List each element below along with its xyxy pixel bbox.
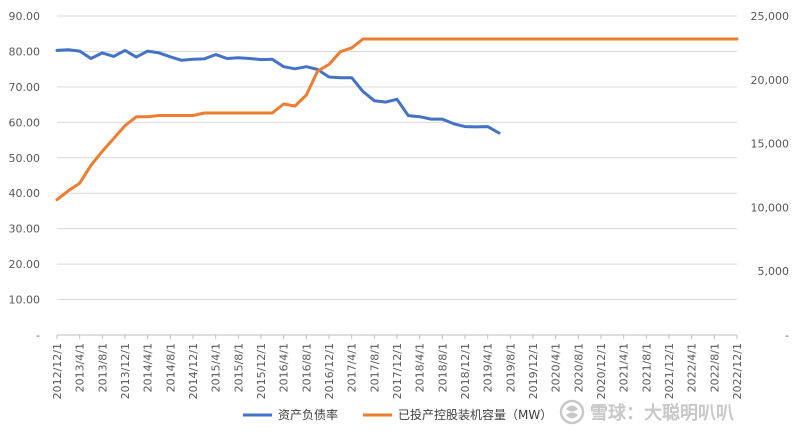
x-tick-label: 2016/8/1: [300, 343, 313, 392]
x-tick-label: 2016/4/1: [278, 343, 291, 392]
series-line-debt-ratio: [55, 48, 501, 135]
right-tick-label: 25,000: [751, 10, 790, 23]
right-tick-label: 10,000: [751, 201, 790, 214]
x-tick-label: 2022/4/1: [686, 343, 699, 392]
x-tick-label: 2022/8/1: [708, 343, 721, 392]
left-tick-label: -: [36, 329, 40, 342]
x-tick-label: 2018/12/1: [459, 343, 472, 399]
x-tick-label: 2014/4/1: [142, 343, 155, 392]
left-tick-label: 50.00: [9, 152, 41, 165]
right-tick-label: 20,000: [751, 74, 790, 87]
left-tick-label: 70.00: [9, 81, 41, 94]
x-tick-label: 2015/4/1: [210, 343, 223, 392]
x-tick-label: 2013/8/1: [96, 343, 109, 392]
left-tick-label: 80.00: [9, 45, 41, 58]
x-tick-label: 2019/8/1: [504, 343, 517, 392]
watermark-text: 雪球：大聪明叭叭: [590, 402, 734, 424]
x-tick-label: 2018/4/1: [414, 343, 427, 392]
snowball-logo-icon: [559, 399, 585, 425]
x-tick-label: 2021/8/1: [640, 343, 653, 392]
x-tick-label: 2014/8/1: [164, 343, 177, 392]
x-tick-label: 2016/12/1: [323, 343, 336, 399]
left-tick-label: 40.00: [9, 187, 41, 200]
series-layer: [55, 37, 739, 202]
left-tick-label: 10.00: [9, 294, 41, 307]
watermark: 雪球：大聪明叭叭: [559, 399, 734, 425]
legend-item-capacity[interactable]: 已投产控股装机容量（MW）: [363, 407, 552, 422]
x-tick-label: 2019/4/1: [482, 343, 495, 392]
legend-label-capacity: 已投产控股装机容量（MW）: [398, 407, 552, 422]
grid-lines: [57, 15, 737, 336]
left-tick-label: 60.00: [9, 116, 41, 129]
x-tick-label: 2017/8/1: [368, 343, 381, 392]
right-tick-label: 15,000: [751, 138, 790, 151]
x-tick-label: 2015/8/1: [232, 343, 245, 392]
x-tick-label: 2021/4/1: [618, 343, 631, 392]
left-axis: - 10.00 20.00 30.00 40.00 50.00 60.00 70.00 80.0…: [9, 10, 41, 342]
x-tick-label: 2019/12/1: [527, 343, 540, 399]
x-tick-label: 2015/12/1: [255, 343, 268, 399]
x-tick-label: 2013/4/1: [74, 343, 87, 392]
x-tick-label: 2022/12/1: [731, 343, 744, 399]
x-tick-label: 2021/12/1: [663, 343, 676, 399]
x-tick-label: 2014/12/1: [187, 343, 200, 399]
x-tick-label: 2020/4/1: [550, 343, 563, 392]
x-tick-label: 2020/12/1: [595, 343, 608, 399]
x-tick-label: 2018/8/1: [436, 343, 449, 392]
legend: 资产负债率 已投产控股装机容量（MW）: [243, 407, 552, 422]
x-tick-label: 2017/12/1: [391, 343, 404, 399]
x-axis: 2012/12/1 2013/4/1 2013/8/1 2013/12/1 2014/4…: [51, 335, 744, 399]
left-tick-label: 90.00: [9, 10, 41, 23]
legend-label-debt-ratio: 资产负债率: [278, 407, 338, 422]
x-tick-label: 2017/4/1: [346, 343, 359, 392]
x-tick-label: 2020/8/1: [572, 343, 585, 392]
right-tick-label: -: [785, 329, 789, 342]
legend-item-debt-ratio[interactable]: 资产负债率: [243, 407, 338, 422]
left-tick-label: 30.00: [9, 223, 41, 236]
right-tick-label: 5,000: [758, 265, 790, 278]
left-tick-label: 20.00: [9, 258, 41, 271]
right-axis: - 5,000 10,000 15,000 20,000 25,000: [751, 10, 790, 342]
x-tick-label: 2012/12/1: [51, 343, 64, 399]
x-tick-label: 2013/12/1: [119, 343, 132, 399]
series-line-capacity: [55, 37, 739, 202]
